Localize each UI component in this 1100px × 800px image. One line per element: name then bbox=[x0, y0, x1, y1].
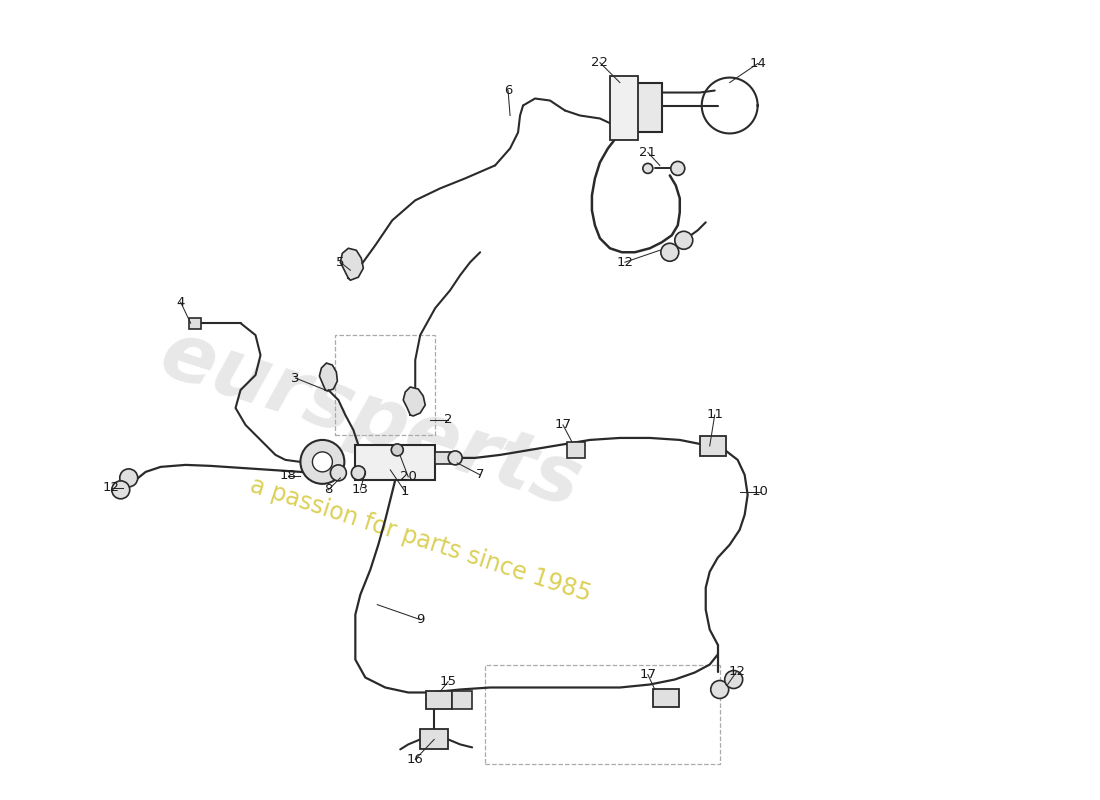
Polygon shape bbox=[319, 363, 338, 391]
Text: eursperts: eursperts bbox=[150, 315, 591, 525]
Text: 22: 22 bbox=[592, 56, 608, 69]
Text: 10: 10 bbox=[751, 486, 768, 498]
Bar bbox=[652, 690, 679, 707]
Text: 20: 20 bbox=[399, 470, 417, 483]
Bar bbox=[436, 452, 455, 464]
Bar bbox=[485, 665, 719, 764]
Text: 12: 12 bbox=[728, 665, 745, 678]
Text: 17: 17 bbox=[639, 668, 657, 681]
Bar bbox=[452, 691, 472, 710]
Text: 4: 4 bbox=[176, 296, 185, 309]
Circle shape bbox=[661, 243, 679, 262]
Polygon shape bbox=[404, 387, 426, 416]
Bar bbox=[188, 318, 200, 329]
Circle shape bbox=[312, 452, 332, 472]
Bar bbox=[426, 691, 452, 710]
Text: 21: 21 bbox=[639, 146, 657, 159]
Text: 6: 6 bbox=[504, 84, 513, 97]
Text: 18: 18 bbox=[280, 470, 297, 482]
Text: a passion for parts since 1985: a passion for parts since 1985 bbox=[246, 473, 594, 606]
Bar bbox=[420, 730, 448, 750]
Bar bbox=[620, 82, 662, 133]
Circle shape bbox=[330, 465, 346, 481]
Text: 7: 7 bbox=[476, 468, 484, 482]
Text: 3: 3 bbox=[292, 371, 299, 385]
Circle shape bbox=[351, 466, 365, 480]
Circle shape bbox=[642, 163, 652, 174]
Bar bbox=[336, 335, 436, 435]
Circle shape bbox=[300, 440, 344, 484]
Text: 1: 1 bbox=[402, 486, 409, 498]
Circle shape bbox=[448, 451, 462, 465]
Text: 12: 12 bbox=[102, 482, 119, 494]
Circle shape bbox=[711, 681, 728, 698]
Text: 13: 13 bbox=[352, 483, 368, 496]
Circle shape bbox=[671, 162, 685, 175]
Text: 12: 12 bbox=[616, 256, 634, 269]
Text: 14: 14 bbox=[749, 57, 766, 70]
Bar bbox=[355, 445, 436, 480]
Polygon shape bbox=[340, 248, 363, 280]
Bar bbox=[700, 436, 726, 456]
Text: 15: 15 bbox=[440, 675, 456, 688]
Circle shape bbox=[725, 670, 742, 689]
Text: 8: 8 bbox=[324, 483, 332, 496]
Text: 5: 5 bbox=[337, 256, 344, 269]
Text: 9: 9 bbox=[416, 613, 425, 626]
Circle shape bbox=[392, 444, 404, 456]
Circle shape bbox=[112, 481, 130, 499]
Text: 2: 2 bbox=[444, 414, 452, 426]
Circle shape bbox=[120, 469, 138, 487]
Circle shape bbox=[674, 231, 693, 250]
Bar bbox=[566, 442, 585, 458]
Text: 16: 16 bbox=[407, 753, 424, 766]
Bar bbox=[609, 75, 638, 141]
Text: 17: 17 bbox=[554, 418, 572, 431]
Text: 11: 11 bbox=[706, 409, 723, 422]
